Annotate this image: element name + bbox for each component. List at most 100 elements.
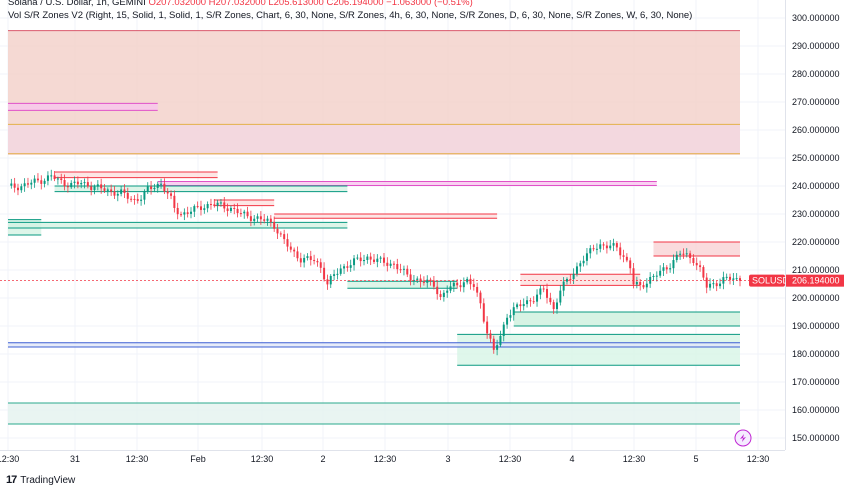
candle-body — [695, 262, 698, 266]
candle-body — [569, 278, 572, 280]
candle-body — [46, 175, 49, 181]
tradingview-logo[interactable]: 17 TradingView — [6, 474, 75, 486]
candle-body — [113, 191, 116, 196]
candle-body — [679, 253, 682, 255]
candle-body — [699, 265, 702, 268]
candle-body — [635, 281, 638, 285]
candle-body — [283, 234, 286, 240]
candle-body — [273, 221, 276, 229]
candle-body — [469, 278, 472, 285]
candle-body — [559, 290, 562, 303]
zone-teal-fill — [8, 403, 740, 424]
candle-body — [386, 262, 389, 266]
y-tick-label: 270.000000 — [792, 97, 840, 107]
candle-body — [329, 275, 332, 285]
candle-body — [140, 199, 143, 201]
candle-body — [90, 186, 93, 190]
candle-body — [203, 208, 206, 210]
candle-body — [632, 268, 635, 285]
zone-red-5-fill — [520, 274, 641, 286]
candle-body — [286, 239, 289, 247]
candle-body — [459, 285, 462, 288]
candle-body — [735, 278, 738, 280]
y-tick-label: 250.000000 — [792, 153, 840, 163]
brand-label: TradingView — [20, 474, 76, 486]
candle-body — [682, 253, 685, 255]
candle-body — [229, 207, 232, 212]
candle-body — [183, 212, 186, 215]
candle-body — [655, 275, 658, 277]
candle-body — [669, 268, 672, 270]
indicator-legend[interactable]: Vol S/R Zones V2 (Right, 15, Solid, 1, S… — [8, 10, 693, 21]
candle-body — [40, 180, 43, 184]
x-tick-label: 12:30 — [126, 454, 149, 464]
candle-body — [479, 292, 482, 304]
symbol-tag-bg — [749, 274, 785, 287]
candle-body — [645, 283, 648, 288]
candle-body — [126, 192, 129, 199]
candle-body — [502, 324, 505, 336]
x-tick-label: 4 — [569, 454, 574, 464]
candle-body — [506, 317, 509, 325]
x-tick-label: 12:30 — [747, 454, 770, 464]
candle-body — [63, 180, 66, 187]
candle-body — [50, 175, 53, 177]
candle-body — [73, 181, 76, 183]
candle-body — [675, 254, 678, 261]
candle-body — [60, 178, 63, 181]
candle-body — [499, 335, 502, 346]
candle-body — [359, 257, 362, 262]
candle-body — [432, 280, 435, 287]
candle-body — [639, 281, 642, 286]
candle-body — [549, 297, 552, 303]
candle-body — [376, 258, 379, 262]
candle-body — [429, 279, 432, 281]
candle-body — [173, 195, 176, 208]
candle-body — [226, 208, 229, 212]
candle-body — [599, 244, 602, 249]
candle-body — [662, 267, 665, 271]
candle-body — [256, 216, 259, 219]
candle-body — [476, 286, 479, 293]
candle-body — [236, 208, 239, 214]
settings-icon — [734, 429, 752, 447]
candle-body — [396, 263, 399, 270]
candle-body — [66, 186, 69, 188]
candle-body — [209, 204, 212, 206]
candle-body — [326, 279, 329, 285]
candle-body — [556, 302, 558, 310]
candle-body — [725, 276, 728, 278]
candle-body — [565, 278, 568, 282]
y-tick-label: 150.000000 — [792, 433, 840, 443]
candle-body — [692, 257, 695, 263]
candle-body — [116, 193, 119, 196]
candle-body — [363, 260, 366, 262]
candle-body — [719, 283, 722, 287]
y-tick-label: 240.000000 — [792, 181, 840, 191]
candle-body — [529, 300, 532, 302]
candle-body — [436, 286, 439, 295]
candle-body — [163, 183, 166, 192]
candle-body — [539, 288, 542, 295]
candle-body — [652, 275, 655, 277]
ohlc-values: O207.032000 H207.032000 L205.613000 C206… — [148, 0, 473, 8]
candle-body — [196, 206, 199, 208]
candle-body — [442, 292, 445, 297]
candle-body — [612, 243, 615, 246]
x-tick-label: 12:30 — [499, 454, 522, 464]
candle-body — [512, 307, 515, 316]
candle-body — [589, 248, 592, 254]
candle-body — [219, 202, 222, 204]
candle-body — [166, 191, 169, 194]
y-tick-label: 180.000000 — [792, 349, 840, 359]
zone-blue-fill — [8, 342, 740, 347]
candle-body — [319, 262, 322, 268]
candle-body — [516, 304, 519, 308]
zone-magenta-mid-fill — [157, 181, 657, 186]
x-tick-label: 12:30 — [0, 454, 19, 464]
price-tag-bg — [786, 274, 844, 287]
candle-body — [293, 249, 296, 252]
candle-body — [665, 267, 668, 270]
